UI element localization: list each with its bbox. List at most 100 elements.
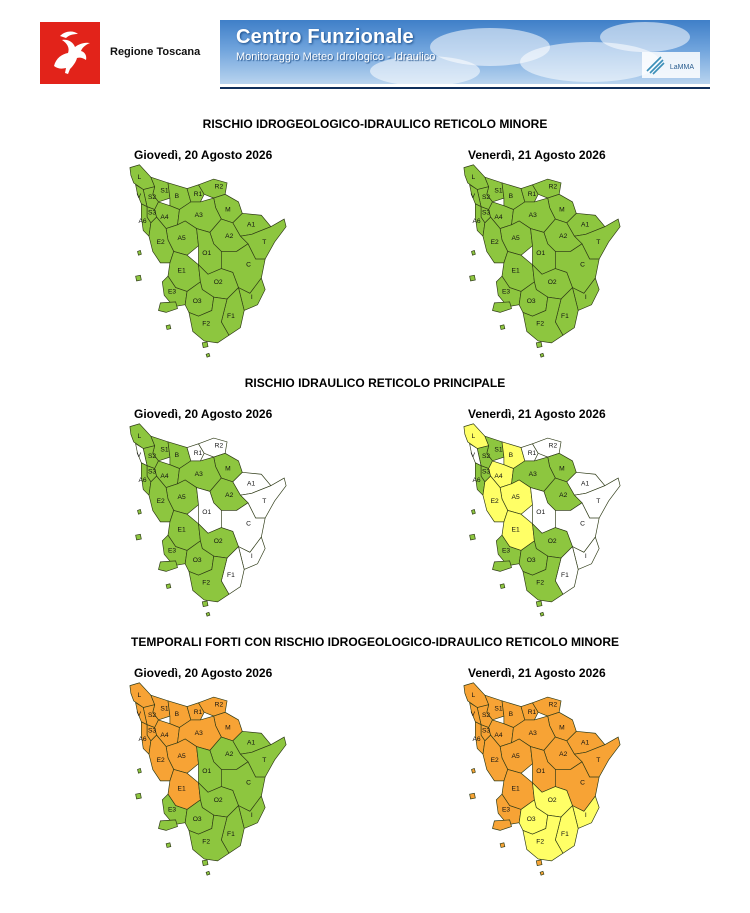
zone-label: I [251,812,253,819]
zone-label: O3 [527,298,536,305]
zone-label: M [559,206,565,213]
pianosa-island [499,324,506,330]
zone-label: L [138,433,142,440]
zone-label: R2 [549,443,558,450]
zone-label: E1 [178,526,186,533]
zone-label: A5 [512,235,520,242]
zone-label: O1 [536,768,545,775]
capraia-island [469,274,476,282]
zone-label: R1 [528,450,537,457]
zone-label: E2 [491,239,499,246]
zone-label: B [509,711,514,718]
zone-label: A5 [178,494,186,501]
zone-label: A4 [160,473,168,480]
zone-label: A2 [225,233,233,240]
zone-label: R2 [215,702,224,709]
zone-label: E1 [512,526,520,533]
zone-label: O3 [193,298,202,305]
montecristo-island [539,611,545,617]
pianosa-island [165,583,172,589]
capraia-island [469,533,476,541]
zone-label: M [559,465,565,472]
elba-island [492,301,512,313]
zone-label: R1 [528,709,537,716]
zone-label: S2 [148,453,156,460]
elba-island [492,819,512,831]
section-title-idraulico: RISCHIO IDRAULICO RETICOLO PRINCIPALE [244,376,506,390]
zone-label: E2 [157,239,165,246]
zone-label: A4 [494,473,502,480]
zone-label: B [175,193,180,200]
zone-f2 [188,555,230,603]
gorgona-island [137,768,142,774]
zone-r1 [520,702,539,721]
zone-label: A6 [472,477,480,484]
tuscany-map-svg: L S1 S2 S3 V A6 B R1 R2 M A4 A3 A1 T A2 A5 O1 C E2 E1 O2 I F1 E… [129,423,287,617]
zone-label: A6 [138,218,146,225]
zone-label: L [472,692,476,699]
zone-e2 [482,734,509,782]
zone-e2 [148,734,175,782]
zone-label: L [138,174,142,181]
lamma-logo: LaMMA [642,52,700,78]
zone-label: O2 [548,279,557,286]
zone-label: A2 [559,751,567,758]
zone-label: S2 [148,194,156,201]
tuscany-map-svg: L S1 S2 S3 V A6 B R1 R2 M A4 A3 A1 T A2 A5 O1 C E2 E1 O2 I F1 E… [463,682,621,876]
zone-label: L [472,174,476,181]
zone-label: E3 [168,806,176,813]
zone-label: T [262,498,266,505]
regione-toscana-logo [40,22,100,84]
zone-label: V [471,193,476,200]
zone-label: E2 [491,757,499,764]
zone-e3 [161,534,188,567]
elba-island [492,560,512,572]
zone-label: C [246,780,251,787]
zone-label: A4 [160,732,168,739]
gorgona-island [137,250,142,256]
elba-island [158,819,178,831]
zone-label: S3 [482,727,490,734]
zone-label: F2 [202,580,210,587]
zone-e3 [495,793,522,826]
zone-label: F1 [227,831,235,838]
zone-label: T [596,757,600,764]
zone-label: V [471,711,476,718]
zone-label: E3 [168,288,176,295]
zone-label: O2 [214,279,223,286]
zone-label: E3 [168,547,176,554]
zone-label: E2 [491,498,499,505]
zone-label: S1 [494,705,502,712]
map-date: Giovedì, 20 Agosto 2026 [134,148,273,162]
map-date: Venerdì, 21 Agosto 2026 [468,407,606,421]
section-title-temporali: TEMPORALI FORTI CON RISCHIO IDROGEOLOGIC… [131,635,619,649]
zone-label: M [225,465,231,472]
zone-f2 [522,296,564,344]
map-date: Giovedì, 20 Agosto 2026 [134,666,273,680]
tuscany-alert-map: L S1 S2 S3 V A6 B R1 R2 M A4 A3 A1 T A2 A5 O1 C E2 E1 O2 I F1 E… [452,160,632,360]
capraia-island [135,533,142,541]
zone-label: A2 [225,751,233,758]
zone-label: A4 [160,214,168,221]
zone-label: A3 [195,730,203,737]
giglio-island [201,341,209,349]
zone-label: A6 [472,218,480,225]
zone-label: S1 [160,705,168,712]
zone-label: A6 [138,477,146,484]
zone-label: T [596,239,600,246]
zone-label: O3 [527,557,536,564]
tuscany-map-svg: L S1 S2 S3 V A6 B R1 R2 M A4 A3 A1 T A2 A5 O1 C E2 E1 O2 I F1 E… [129,682,287,876]
zone-label: E1 [512,267,520,274]
elba-island [158,560,178,572]
montecristo-island [205,352,211,358]
zone-label: F1 [227,313,235,320]
zone-label: S1 [160,187,168,194]
giglio-island [201,600,209,608]
zone-label: E1 [178,785,186,792]
zone-label: T [262,239,266,246]
zone-f2 [188,296,230,344]
zone-r1 [186,702,205,721]
zone-label: I [585,812,587,819]
zone-label: R1 [194,709,203,716]
zone-label: R1 [194,191,203,198]
